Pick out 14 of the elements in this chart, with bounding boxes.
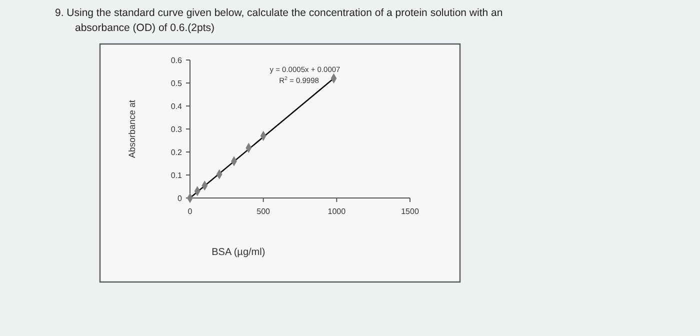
x-tick-label: 1000 [328, 207, 346, 216]
x-axis-title: BSA (µg/ml) [212, 247, 266, 258]
y-tick-label: 0.1 [170, 170, 183, 180]
x-tick-label: 500 [256, 207, 271, 216]
y-tick-label: 0.3 [170, 124, 183, 134]
y-tick-label: 0 [178, 194, 183, 203]
x-tick-label: 1500 [401, 207, 420, 216]
y-tick-label: 0.2 [170, 148, 183, 157]
y-axis-title: Absorbance at [127, 99, 137, 158]
y-tick-label: 0.5 [170, 78, 183, 88]
y-tick-label: 0.6 [170, 56, 183, 65]
chart-title: 9. Using the standard curve given below, calculate the concentration of a protein solution with an absorbance (OD) of 0.6.(2pts) [55, 7, 503, 34]
x-tick-label: 0 [188, 207, 193, 216]
y-tick-label: 0.4 [170, 102, 183, 111]
